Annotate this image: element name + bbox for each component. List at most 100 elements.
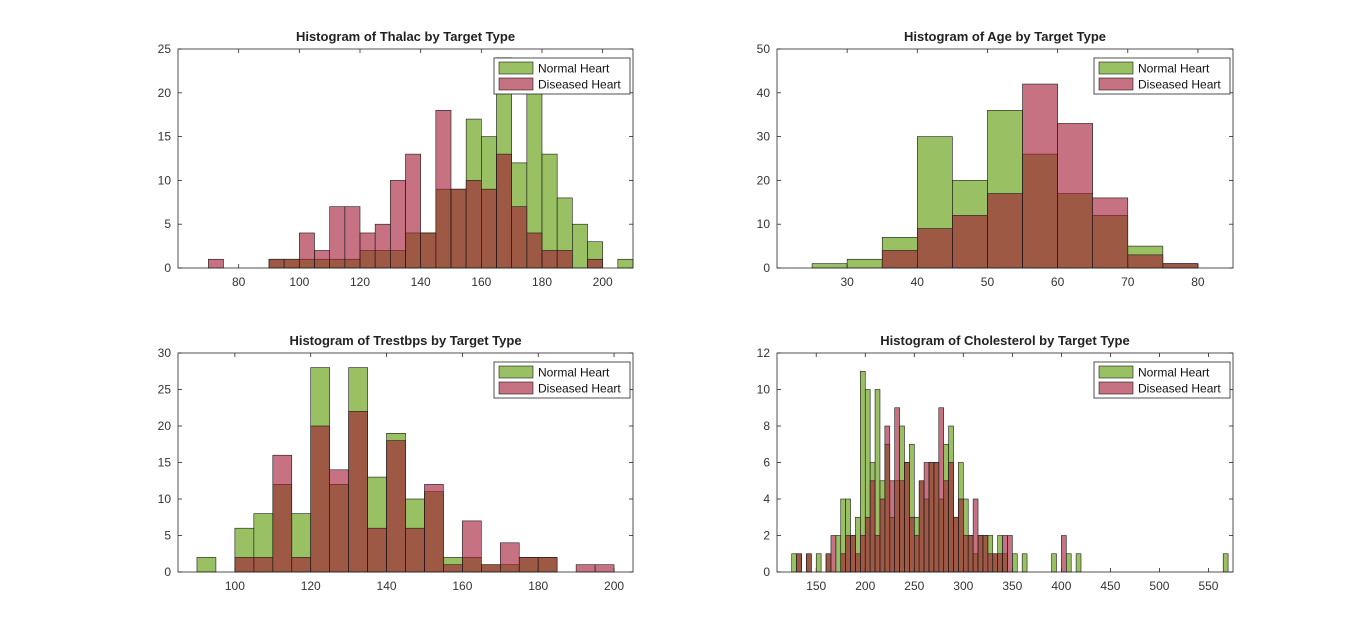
bar-diseased <box>806 553 812 573</box>
bar-diseased <box>917 228 953 269</box>
bar-diseased <box>496 153 512 269</box>
bar-normal <box>1012 553 1018 573</box>
bar-diseased <box>830 535 837 573</box>
bar-normal <box>815 553 822 573</box>
bar-diseased <box>272 454 293 573</box>
bar-diseased <box>518 557 539 573</box>
bar-diseased <box>329 469 349 573</box>
x-tick-label: 60 <box>1051 275 1065 289</box>
x-tick-label: 70 <box>1121 275 1135 289</box>
x-tick-label: 250 <box>904 579 924 593</box>
x-tick-label: 350 <box>1002 579 1022 593</box>
legend-label-diseased: Diseased Heart <box>538 382 621 396</box>
bar-diseased <box>268 258 285 269</box>
bar-diseased <box>291 557 312 573</box>
bar-diseased <box>923 462 930 573</box>
series-diseased <box>796 407 1067 573</box>
axes-frame <box>177 48 634 269</box>
bar-diseased <box>374 223 391 269</box>
x-tick-label: 200 <box>855 579 875 593</box>
bar-diseased <box>253 557 274 573</box>
bar-diseased <box>208 258 224 269</box>
bar-diseased <box>953 516 959 573</box>
x-tick-label: 120 <box>350 275 370 289</box>
x-tick-label: 180 <box>532 275 552 289</box>
bar-diseased <box>1002 535 1008 573</box>
bar-diseased <box>462 520 482 573</box>
bar-diseased <box>511 206 528 269</box>
y-tick-label: 0 <box>763 565 770 579</box>
bar-diseased <box>234 557 255 573</box>
x-tick-label: 500 <box>1149 579 1169 593</box>
bar-diseased <box>481 564 501 573</box>
bar-normal <box>811 263 848 269</box>
bar-diseased <box>967 535 974 573</box>
bar-diseased <box>894 407 900 573</box>
axes-frame <box>776 48 1234 269</box>
bar-diseased <box>329 206 346 269</box>
y-tick-label: 20 <box>158 86 172 100</box>
subplot-1: 80 100 120 140 160 180 200 0 5 10 15 20 25 Histogram … <box>158 29 634 289</box>
bar-diseased <box>1162 263 1199 269</box>
x-tick-label: 140 <box>377 579 397 593</box>
legend: Normal Heart Diseased Heart <box>1093 57 1231 95</box>
bar-diseased <box>420 232 437 269</box>
bar-diseased <box>884 425 891 573</box>
bar-diseased <box>1092 197 1129 269</box>
bar-diseased <box>526 232 543 269</box>
x-tick-label: 550 <box>1198 579 1218 593</box>
bar-diseased <box>386 440 406 573</box>
x-tick-label: 100 <box>289 275 309 289</box>
bar-normal <box>846 258 883 269</box>
y-tick-label: 0 <box>164 261 171 275</box>
y-tick-label: 5 <box>164 217 171 231</box>
bar-diseased <box>299 232 315 269</box>
bar-diseased <box>314 250 330 269</box>
bar-normal <box>835 535 842 573</box>
legend-swatch-normal <box>1098 365 1134 379</box>
bar-diseased <box>481 188 497 269</box>
bar-diseased <box>367 527 387 573</box>
series-diseased <box>208 110 603 269</box>
bar-diseased <box>450 188 467 269</box>
legend-swatch-normal <box>498 61 534 75</box>
bar-diseased <box>855 553 861 573</box>
bar-diseased <box>874 535 881 573</box>
y-tick-label: 0 <box>763 261 770 275</box>
bar-diseased <box>904 462 910 573</box>
bar-diseased <box>943 480 949 573</box>
x-tick-label: 160 <box>452 579 472 593</box>
y-tick-label: 8 <box>763 419 770 433</box>
bar-diseased <box>594 564 615 573</box>
bar-diseased <box>344 206 361 269</box>
bar-diseased <box>435 110 452 269</box>
bar-diseased <box>860 535 866 573</box>
y-tick-label: 20 <box>757 173 771 187</box>
x-tick-label: 450 <box>1100 579 1120 593</box>
bar-diseased <box>933 462 940 573</box>
x-tick-label: 80 <box>1191 275 1205 289</box>
bar-normal <box>1075 553 1082 573</box>
bar-diseased <box>987 193 1023 269</box>
y-tick-label: 15 <box>158 130 172 144</box>
bar-diseased <box>348 411 368 573</box>
bar-diseased <box>499 542 520 573</box>
subplot-2: 30 40 50 60 70 80 0 10 20 30 40 50 Histogram of Age … <box>757 29 1234 289</box>
x-tick-label: 150 <box>806 579 826 593</box>
bar-diseased <box>972 498 979 573</box>
legend-swatch-diseased <box>498 381 534 395</box>
bar-diseased <box>952 215 988 269</box>
y-tick-label: 50 <box>757 42 771 56</box>
y-tick-label: 10 <box>757 383 771 397</box>
bar-diseased <box>899 480 905 573</box>
bar-diseased <box>909 516 915 573</box>
x-tick-label: 30 <box>840 275 854 289</box>
x-tick-label: 120 <box>301 579 321 593</box>
legend: Normal Heart Diseased Heart <box>1093 361 1231 399</box>
x-tick-label: 300 <box>953 579 973 593</box>
chart-title: Histogram of Thalac by Target Type <box>296 29 515 44</box>
bar-diseased <box>1057 123 1093 269</box>
bar-diseased <box>541 250 558 269</box>
x-tick-label: 160 <box>471 275 491 289</box>
legend-swatch-diseased <box>1098 381 1134 395</box>
